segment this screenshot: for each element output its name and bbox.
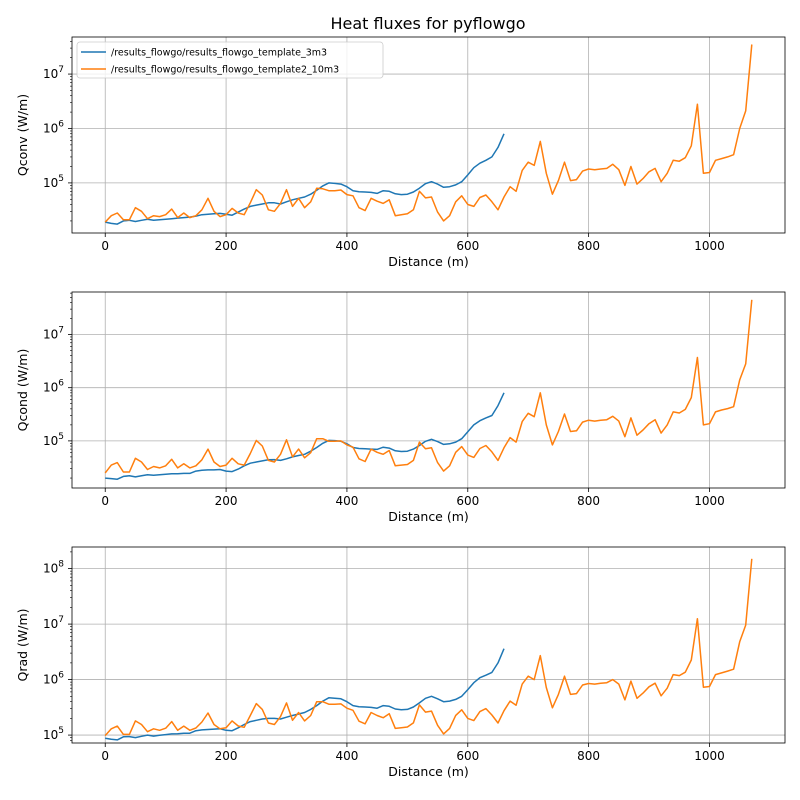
y-tick-label: 106	[43, 379, 64, 395]
y-tick-label: 106	[43, 119, 64, 135]
x-tick-label: 0	[101, 749, 109, 763]
x-axis-label: Distance (m)	[388, 254, 469, 269]
x-tick-label: 200	[215, 494, 238, 508]
x-tick-label: 1000	[694, 494, 725, 508]
legend: /results_flowgo/results_flowgo_template_…	[76, 41, 384, 79]
x-tick-label: 400	[335, 494, 358, 508]
x-axis-label: Distance (m)	[388, 764, 469, 779]
series-line-2	[104, 558, 753, 737]
y-axis-label: Qcond (W/m)	[15, 349, 30, 432]
y-tick-label: 107	[43, 326, 64, 342]
axes-frame	[71, 36, 786, 234]
legend-box	[76, 41, 384, 79]
x-tick-label: 400	[335, 239, 358, 253]
legend-label-2: /results_flowgo/results_flowgo_template2…	[111, 65, 339, 76]
legend-label-1: /results_flowgo/results_flowgo_template_…	[111, 48, 327, 59]
y-tick-label: 105	[43, 432, 64, 448]
series-line-1	[105, 392, 505, 480]
panel-3: 0 200 400 600 800 1000 105 106 107 108 Distance (m…	[15, 546, 786, 779]
x-tick-label: 600	[456, 494, 479, 508]
series-line-2	[104, 299, 753, 474]
series-line-1	[105, 648, 505, 741]
panels: 0 200 400 600 800 1000 105 106 107 Distance (m) Qc…	[15, 36, 786, 779]
panel-1: 0 200 400 600 800 1000 105 106 107 Distance (m) Qc…	[15, 36, 786, 269]
panel-2: 0 200 400 600 800 1000 105 106 107 Distance (m) Qc…	[15, 291, 786, 524]
x-tick-label: 800	[577, 749, 600, 763]
x-tick-label: 1000	[694, 239, 725, 253]
y-tick-label: 107	[43, 65, 64, 81]
x-tick-label: 0	[101, 494, 109, 508]
y-tick-label: 105	[43, 726, 64, 742]
x-axis-label: Distance (m)	[388, 509, 469, 524]
y-tick-label: 106	[43, 671, 64, 687]
x-tick-label: 0	[101, 239, 109, 253]
y-tick-label: 108	[43, 560, 64, 576]
x-tick-label: 800	[577, 494, 600, 508]
series-line-2	[104, 44, 753, 223]
x-tick-label: 200	[215, 239, 238, 253]
y-tick-label: 105	[43, 174, 64, 190]
y-axis-label: Qrad (W/m)	[15, 608, 30, 681]
axes-frame	[71, 546, 786, 744]
x-tick-label: 400	[335, 749, 358, 763]
x-tick-label: 600	[456, 239, 479, 253]
y-tick-label: 107	[43, 615, 64, 631]
x-tick-label: 1000	[694, 749, 725, 763]
x-tick-label: 200	[215, 749, 238, 763]
series-line-1	[105, 133, 505, 225]
y-axis-label: Qconv (W/m)	[15, 94, 30, 176]
x-tick-label: 800	[577, 239, 600, 253]
chart-title: Heat fluxes for pyflowgo	[330, 14, 525, 33]
x-tick-label: 600	[456, 749, 479, 763]
